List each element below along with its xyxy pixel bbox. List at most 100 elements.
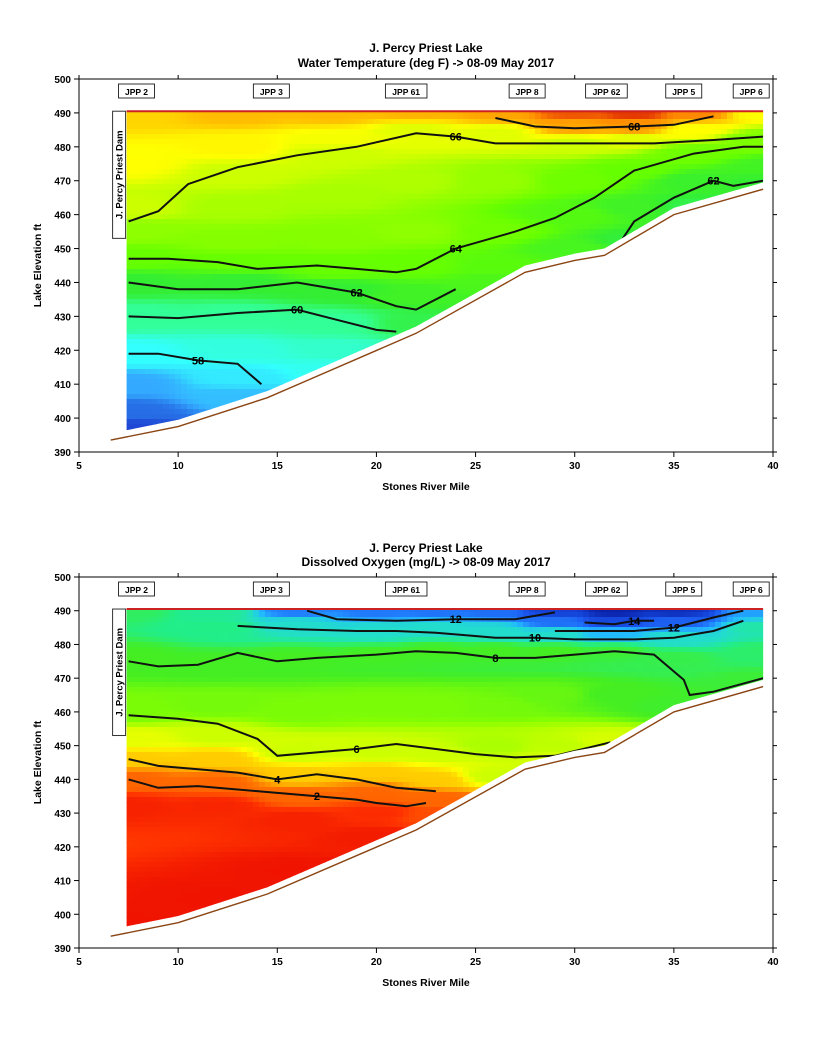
station-label: JPP 62 [593, 585, 621, 595]
dam-box [112, 110, 127, 239]
contour-line [128, 650, 764, 697]
station-box [252, 581, 290, 597]
station-label: JPP 61 [392, 87, 420, 97]
dissolved-oxygen-chart: J. Percy Priest Lake Dissolved Oxygen (m… [32, 541, 779, 989]
contour-label: 12 [668, 623, 680, 635]
contour-label: 10 [529, 633, 541, 645]
x-tick-label: 5 [76, 461, 82, 472]
x-axis-label: Stones River Mile [382, 977, 470, 989]
contour-fill [126, 609, 764, 927]
y-tick-label: 490 [54, 607, 71, 618]
station-box [508, 83, 546, 99]
contour-label: 64 [450, 244, 463, 256]
x-tick-label: 30 [569, 461, 581, 472]
y-tick-label: 470 [54, 177, 71, 188]
x-tick-label: 25 [470, 957, 482, 968]
x-tick-label: 20 [371, 461, 383, 472]
y-tick-label: 500 [54, 75, 71, 86]
y-tick-label: 470 [54, 674, 71, 685]
x-tick-label: 10 [173, 957, 185, 968]
contour-label: 66 [450, 132, 462, 144]
contour-label: 14 [628, 616, 641, 628]
station-box [384, 581, 428, 597]
station-label: JPP 5 [672, 87, 695, 97]
y-tick-label: 460 [54, 211, 71, 222]
contour-label: 8 [492, 653, 498, 665]
contour-line [128, 308, 397, 333]
station-box [732, 83, 770, 99]
contour-label: 62 [350, 288, 362, 300]
y-tick-label: 440 [54, 775, 71, 786]
chart-title: J. Percy Priest Lake [369, 41, 483, 55]
contour-line [128, 758, 436, 793]
station-box [384, 83, 428, 99]
contour-label: 60 [291, 305, 303, 317]
contour-line [617, 179, 764, 246]
station-label: JPP 61 [392, 585, 420, 595]
y-tick-label: 420 [54, 843, 71, 854]
x-tick-label: 20 [371, 957, 383, 968]
station-label: JPP 2 [125, 585, 148, 595]
plot-frame [78, 78, 774, 453]
y-tick-label: 500 [54, 573, 71, 584]
y-tick-label: 450 [54, 245, 71, 256]
station-box [118, 83, 155, 99]
station-label: JPP 2 [125, 87, 148, 97]
y-tick-label: 420 [54, 346, 71, 357]
y-tick-label: 440 [54, 278, 71, 289]
contour-line [237, 619, 744, 641]
plot-frame [78, 576, 774, 949]
y-tick-label: 410 [54, 877, 71, 888]
y-tick-label: 400 [54, 414, 71, 425]
station-label: JPP 8 [516, 87, 539, 97]
chart-subtitle: Dissolved Oxygen (mg/L) -> 08-09 May 201… [301, 555, 550, 569]
dam-label: J. Percy Priest Dam [115, 130, 126, 219]
contour-label: 6 [354, 744, 360, 756]
contour-line [495, 115, 714, 130]
y-tick-label: 390 [54, 448, 71, 459]
x-tick-label: 35 [668, 461, 680, 472]
y-tick-label: 410 [54, 380, 71, 391]
station-box [665, 581, 703, 597]
y-tick-label: 430 [54, 312, 71, 323]
contour-label: 12 [450, 614, 462, 626]
x-tick-label: 40 [767, 957, 779, 968]
x-tick-label: 5 [76, 957, 82, 968]
dam-box [112, 608, 127, 737]
station-label: JPP 5 [672, 585, 695, 595]
station-label: JPP 6 [740, 87, 763, 97]
station-box [732, 581, 770, 597]
contour-line [128, 145, 764, 274]
contour-line [128, 132, 764, 223]
contour-line [306, 609, 556, 622]
x-tick-label: 15 [272, 957, 284, 968]
contour-line [554, 609, 744, 632]
temperature-chart: J. Percy Priest Lake Water Temperature (… [32, 41, 779, 493]
station-label: JPP 3 [260, 87, 283, 97]
y-tick-label: 490 [54, 109, 71, 120]
station-box [585, 83, 628, 99]
x-tick-label: 10 [173, 461, 185, 472]
contour-line [584, 619, 654, 626]
contour-label: 4 [274, 774, 281, 786]
station-label: JPP 62 [593, 87, 621, 97]
x-tick-label: 30 [569, 957, 581, 968]
y-tick-label: 430 [54, 809, 71, 820]
contour-line [128, 281, 457, 311]
chart-subtitle: Water Temperature (deg F) -> 08-09 May 2… [298, 56, 555, 70]
station-box [252, 83, 290, 99]
contour-line [128, 714, 611, 759]
contour-label: 68 [628, 121, 640, 133]
y-axis-label: Lake Elevation ft [32, 223, 44, 307]
contour-label: 58 [192, 355, 204, 367]
station-box [508, 581, 546, 597]
y-tick-label: 450 [54, 742, 71, 753]
station-label: JPP 8 [516, 585, 539, 595]
contour-line [128, 352, 263, 385]
station-label: JPP 6 [740, 585, 763, 595]
station-box [665, 83, 703, 99]
contour-line [128, 778, 427, 808]
chart-title: J. Percy Priest Lake [369, 541, 483, 555]
